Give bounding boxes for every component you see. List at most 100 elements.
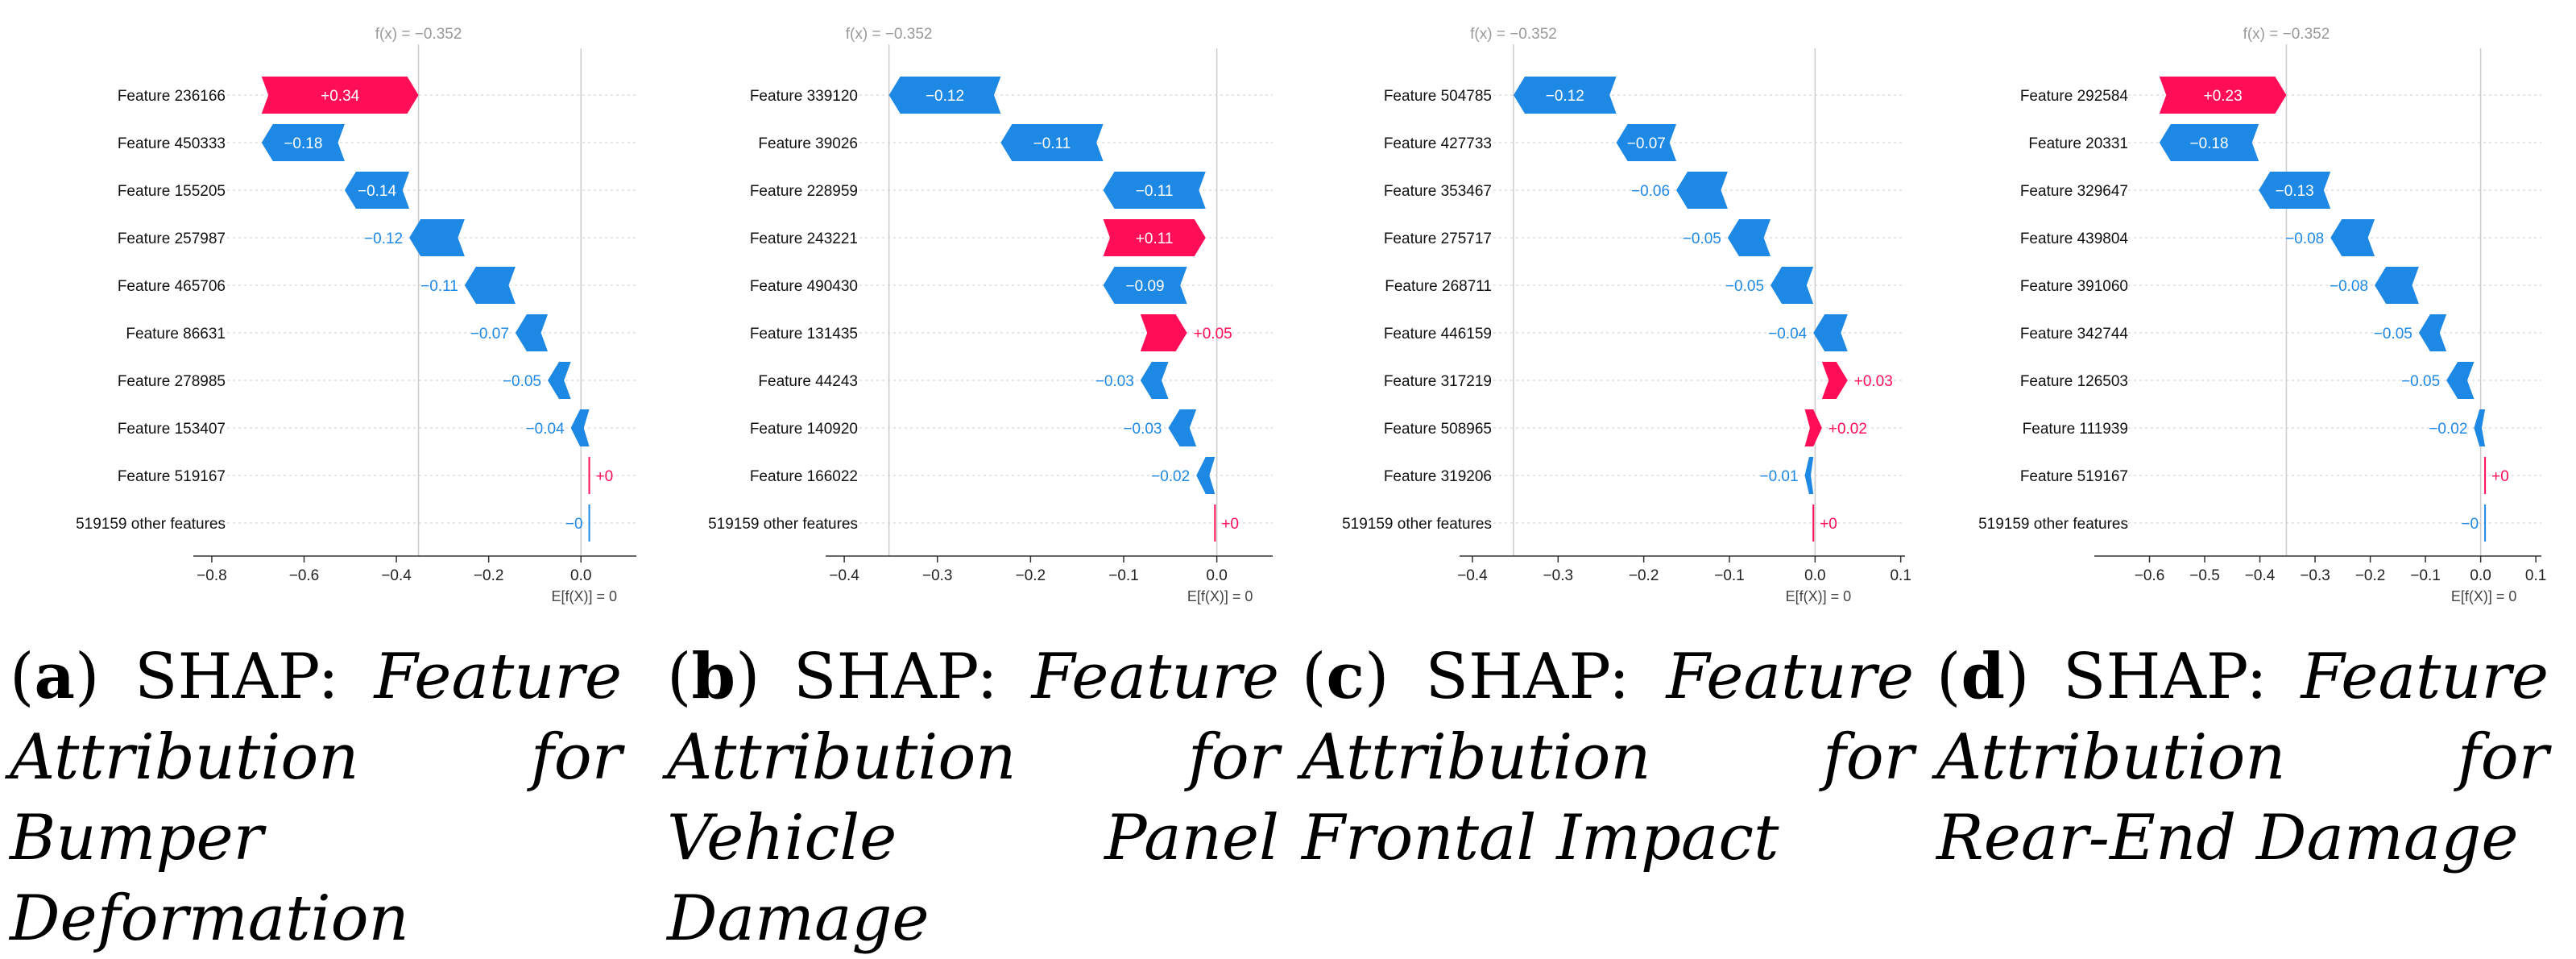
feature-bar — [1616, 124, 1677, 161]
feature-bar — [2159, 77, 2287, 114]
chart-c: f(x) = −0.352 Feature 504785 −0.12 Feature … — [1342, 26, 1911, 604]
feature-value-label: −0.14 — [358, 183, 397, 200]
feature-name: Feature 243221 — [750, 230, 858, 247]
x-tick-label: −0.8 — [197, 567, 227, 584]
feature-value-label: +0 — [1820, 516, 1837, 533]
feature-bar — [2330, 219, 2375, 256]
feature-value-label: −0.05 — [2374, 326, 2412, 342]
feature-bar — [1140, 362, 1169, 399]
feature-bar — [2474, 409, 2486, 446]
feature-value-label: −0.05 — [1683, 230, 1721, 247]
feature-value-label: −0.07 — [470, 326, 509, 342]
feature-name: Feature 490430 — [750, 278, 858, 295]
feature-value-label: +0 — [596, 468, 614, 485]
base-value-label: E[f(X)] = 0 — [1786, 588, 1852, 604]
x-tick-label: 0.0 — [2470, 567, 2491, 584]
feature-name: Feature 140920 — [750, 421, 858, 438]
caption-letter: b — [691, 640, 735, 713]
x-tick-label: −0.1 — [2410, 567, 2441, 584]
feature-bar — [515, 314, 548, 351]
feature-bar — [1196, 457, 1216, 494]
feature-name: Feature 268711 — [1385, 278, 1492, 295]
base-value-label: E[f(X)] = 0 — [1187, 588, 1253, 604]
feature-value-label: +0 — [2491, 468, 2509, 485]
feature-bar — [261, 77, 419, 114]
feature-value-label: −0.03 — [1095, 373, 1134, 390]
feature-bar — [1821, 362, 1848, 399]
feature-bar — [261, 124, 345, 161]
chart-b: f(x) = −0.352 Feature 339120 −0.12 Feature … — [708, 26, 1273, 604]
x-tick-label: −0.1 — [1714, 567, 1745, 584]
feature-value-label: −0.08 — [2285, 230, 2324, 247]
feature-value-label: −0.12 — [926, 88, 964, 105]
feature-name: Feature 329647 — [2020, 183, 2128, 200]
feature-value-label: −0.03 — [1123, 421, 1162, 438]
feature-value-label: −0.18 — [284, 135, 322, 152]
x-tick-label: 0.1 — [1890, 567, 1911, 584]
feature-value-label: −0 — [2461, 516, 2479, 533]
feature-bar — [570, 409, 590, 446]
x-tick-label: 0.0 — [1804, 567, 1825, 584]
x-tick-label: −0.4 — [381, 567, 412, 584]
feature-name: Feature 446159 — [1384, 326, 1492, 342]
feature-bar — [1813, 314, 1848, 351]
feature-value-label: −0.08 — [2330, 278, 2368, 295]
x-tick-label: −0.2 — [2355, 567, 2386, 584]
caption-prefix: SHAP: — [1425, 641, 1667, 713]
caption-b: (b) SHAP: Feature Attribution for Vehicl… — [667, 640, 1279, 955]
base-value-label: E[f(X)] = 0 — [2451, 588, 2517, 604]
feature-value-label: −0.05 — [1725, 278, 1764, 295]
feature-value-label: −0.11 — [420, 278, 458, 295]
shap-waterfall-figure: f(x) = −0.352 Feature 236166 +0.34 Feature … — [76, 26, 2546, 604]
x-tick-label: −0.3 — [1543, 567, 1574, 584]
feature-value-label: +0.34 — [321, 88, 360, 105]
feature-bar — [2418, 314, 2447, 351]
feature-name: Feature 465706 — [118, 278, 226, 295]
feature-value-label: −0.13 — [2276, 183, 2314, 200]
caption-d: (d) SHAP: Feature Attribution for Rear-E… — [1936, 640, 2549, 874]
feature-value-label: +0.03 — [1854, 373, 1893, 390]
feature-name: Feature 504785 — [1384, 88, 1492, 105]
feature-name: 519159 other features — [76, 516, 226, 533]
feature-name: Feature 519167 — [118, 468, 226, 485]
feature-bar — [464, 267, 516, 304]
chart-a: f(x) = −0.352 Feature 236166 +0.34 Feature … — [76, 26, 636, 604]
x-tick-label: −0.4 — [829, 567, 859, 584]
x-tick-label: 0.1 — [2525, 567, 2546, 584]
feature-name: Feature 236166 — [118, 88, 226, 105]
feature-name: Feature 508965 — [1384, 421, 1492, 438]
feature-value-label: +0 — [1221, 516, 1239, 533]
caption-letter: d — [1961, 640, 2005, 713]
feature-value-label: −0.12 — [364, 230, 403, 247]
feature-name: Feature 44243 — [758, 373, 858, 390]
feature-bar — [1103, 219, 1206, 256]
feature-bar — [1770, 267, 1814, 304]
feature-bar — [888, 77, 1001, 114]
feature-value-label: −0.05 — [2401, 373, 2440, 390]
feature-value-label: −0.05 — [503, 373, 541, 390]
feature-bar — [2375, 267, 2419, 304]
caption-prefix: SHAP: — [2063, 641, 2301, 713]
x-tick-label: 0.0 — [570, 567, 591, 584]
fx-label: f(x) = −0.352 — [846, 26, 933, 43]
feature-value-label: −0.01 — [1759, 468, 1798, 485]
feature-name: Feature 39026 — [758, 135, 858, 152]
feature-value-label: −0.11 — [1033, 135, 1071, 152]
feature-name: Feature 228959 — [750, 183, 858, 200]
feature-bar — [1103, 172, 1206, 209]
feature-name: Feature 257987 — [118, 230, 226, 247]
feature-value-label: −0.11 — [1136, 183, 1174, 200]
caption-prefix: SHAP: — [793, 641, 1032, 713]
feature-name: Feature 391060 — [2020, 278, 2128, 295]
feature-bar — [2446, 362, 2475, 399]
feature-name: Feature 153407 — [118, 421, 226, 438]
feature-value-label: −0.07 — [1627, 135, 1666, 152]
feature-name: Feature 450333 — [118, 135, 226, 152]
caption-letter: a — [34, 640, 75, 713]
feature-value-label: +0.23 — [2204, 88, 2243, 105]
x-tick-label: −0.4 — [2245, 567, 2276, 584]
x-tick-label: −0.3 — [2300, 567, 2330, 584]
feature-bar — [1676, 172, 1728, 209]
feature-name: Feature 427733 — [1384, 135, 1492, 152]
feature-value-label: −0.04 — [526, 421, 565, 438]
